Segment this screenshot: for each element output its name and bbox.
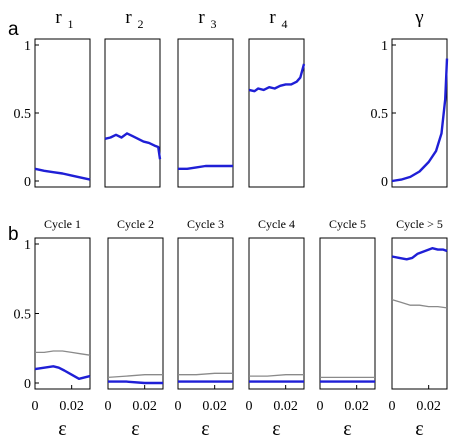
plot-frame [248,237,305,390]
panel-label-b: b [8,224,19,245]
x-tick-label: 0 [105,399,112,414]
plot-frame [391,237,448,390]
plot-title: r [55,7,62,28]
series-line-blue [248,63,306,93]
plot-frame [319,237,376,390]
series-line-blue [391,58,449,183]
y-tick-label: 1 [24,39,31,54]
plot-title: Cycle 4 [258,217,295,231]
y-tick-label: 0.5 [14,308,32,323]
series-line-gray [178,372,233,376]
x-tick-label: 0 [246,399,253,414]
series-line-blue [391,246,448,261]
plot-title-subscript: 3 [211,17,217,31]
plot-frame [107,237,164,390]
x-axis-label: ε [272,418,280,440]
plot-5: γ 0 0.5 1 [371,7,449,190]
series-line-gray [249,374,304,377]
plot-1: r 100.51 [14,7,91,190]
plot-frame [34,237,91,390]
series-line-gray [391,298,448,309]
plot-11: Cycle > 5 0 0.02 ε [389,217,448,440]
plot-title: γ [414,7,423,28]
plot-9: Cycle 4 0 0.02 ε [246,217,305,440]
x-tick-label: 0 [175,399,182,414]
y-tick-label: 0 [381,175,388,190]
x-tick-label: 0.02 [132,399,157,414]
y-tick-label: 0.5 [371,107,389,122]
series-line-blue [104,132,162,160]
x-tick-label: 0.02 [59,399,84,414]
plot-frame [34,38,91,188]
series-line-gray [107,374,163,379]
series-line-gray [35,350,91,356]
x-axis-label: ε [58,418,66,440]
y-tick-label: 0.5 [14,107,32,122]
plot-title-subscript: 4 [282,17,288,31]
plot-10: Cycle 5 0 0.02 ε [317,217,376,440]
panel-label-a: a [8,19,19,40]
y-tick-label: 0 [24,377,31,392]
x-axis-label: ε [131,418,139,440]
plot-title: r [198,7,205,28]
x-axis-label: ε [201,418,209,440]
x-tick-label: 0.02 [273,399,298,414]
plot-frame [177,237,234,390]
x-tick-label: 0 [32,399,39,414]
x-tick-label: 0 [317,399,324,414]
plot-title: Cycle > 5 [396,217,443,231]
x-axis-label: ε [415,418,423,440]
series-line-blue [108,380,163,385]
plot-6: Cycle 1 0 0.5 1 0 0.02 ε [14,217,91,440]
x-axis-label: ε [343,418,351,440]
y-tick-label: 1 [381,39,388,54]
plot-title: Cycle 2 [117,217,154,231]
series-line-blue [178,164,233,171]
x-tick-label: 0.02 [416,399,441,414]
plot-title: Cycle 3 [187,217,224,231]
plot-title: r [125,7,132,28]
series-line-blue [34,365,91,380]
plot-title: Cycle 5 [329,217,366,231]
plot-title: r [269,7,276,28]
plot-title-subscript: 1 [68,17,74,31]
plot-frame [248,38,305,188]
plot-7: Cycle 2 0 0.02 ε [105,217,164,440]
plot-frame [391,38,448,188]
x-tick-label: 0.02 [344,399,369,414]
y-tick-label: 1 [24,238,31,253]
y-tick-label: 0 [24,175,31,190]
x-tick-label: 0.02 [202,399,227,414]
x-tick-label: 0 [389,399,396,414]
plot-title-subscript: 2 [138,17,144,31]
series-line-blue [34,167,91,181]
plot-8: Cycle 3 0 0.02 ε [175,217,234,440]
plot-title: Cycle 1 [44,217,81,231]
plot-frame [104,38,161,188]
plot-frame [177,38,234,188]
